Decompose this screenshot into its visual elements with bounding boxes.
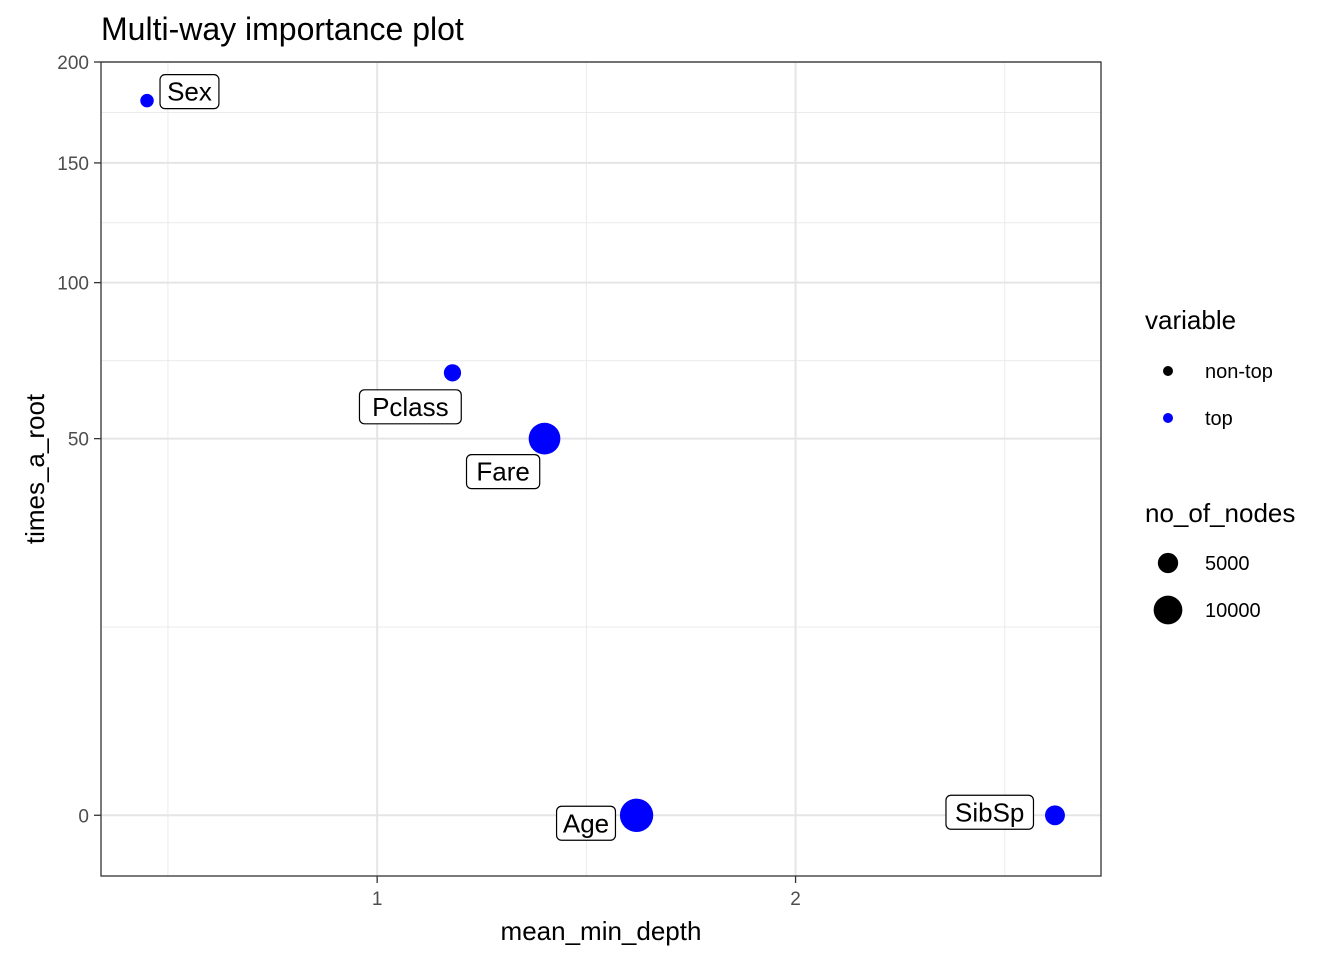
legend-color-label: top xyxy=(1205,408,1233,430)
legend-color-key xyxy=(1163,366,1173,376)
data-label-box xyxy=(358,389,462,425)
data-point xyxy=(1045,805,1065,826)
y-tick-label: 50 xyxy=(68,430,89,451)
legend-color-title: variable xyxy=(1145,305,1236,335)
legend-size-label: 10000 xyxy=(1205,600,1261,622)
legend-size-key xyxy=(1153,595,1183,625)
x-axis-label: mean_min_depth xyxy=(501,916,702,946)
y-axis: 0 50 100 150 200 xyxy=(57,53,101,827)
y-axis-label: times_a_root xyxy=(20,393,50,544)
y-tick-label: 200 xyxy=(57,53,89,74)
legend-color-items: non-top top xyxy=(1163,361,1273,430)
data-point xyxy=(619,798,654,832)
data-label: Pclass xyxy=(372,392,449,422)
legend-size-items: 5000 10000 xyxy=(1153,552,1261,625)
data-points xyxy=(140,93,1065,832)
x-tick-label: 1 xyxy=(372,889,383,910)
plot-panel: Sex Pclass Fare Age SibSp xyxy=(100,61,1102,877)
data-label-box xyxy=(465,454,541,490)
data-point xyxy=(528,422,561,455)
legend-size-key xyxy=(1157,552,1179,574)
data-point xyxy=(140,93,154,108)
legend-size-label: 5000 xyxy=(1205,553,1250,575)
data-label-box xyxy=(945,794,1035,830)
data-point xyxy=(443,364,462,382)
data-label: Sex xyxy=(167,77,212,107)
legend-color-key xyxy=(1163,413,1173,423)
panel-border xyxy=(100,61,1102,877)
data-labels: Sex Pclass Fare Age SibSp xyxy=(159,74,1035,841)
y-tick-label: 100 xyxy=(57,274,89,295)
data-label: Age xyxy=(563,808,609,838)
data-label: SibSp xyxy=(955,797,1024,827)
chart-title: Multi-way importance plot xyxy=(101,11,464,47)
data-label-box xyxy=(159,74,220,110)
y-tick-label: 150 xyxy=(57,154,89,175)
y-tick-label: 0 xyxy=(78,806,89,827)
x-tick-label: 2 xyxy=(790,889,801,910)
legend-size-title: no_of_nodes xyxy=(1145,498,1295,528)
legend: variable non-top top no_of_nodes 5000 1000… xyxy=(1145,305,1295,625)
data-label: Fare xyxy=(476,457,529,487)
panel-background xyxy=(101,62,1101,876)
data-label-box xyxy=(555,805,617,841)
legend-color-label: non-top xyxy=(1205,361,1273,383)
